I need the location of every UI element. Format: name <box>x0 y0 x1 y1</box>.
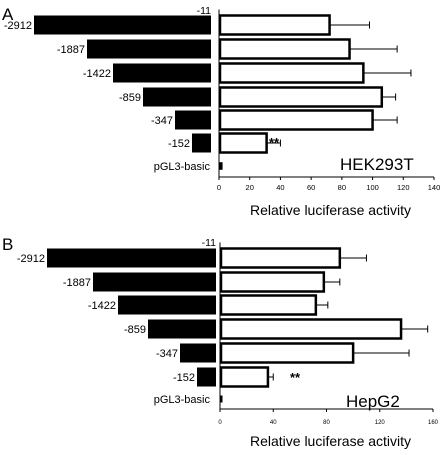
construct-block <box>192 133 211 153</box>
construct-label: -2912 <box>17 253 45 265</box>
x-tick-label: 100 <box>366 183 379 192</box>
data-bar <box>218 86 384 108</box>
x-axis-label: Relative luciferase activity <box>250 202 411 218</box>
x-tick-label: 80 <box>323 420 330 426</box>
construct-label: pGL3-basic <box>154 161 211 173</box>
data-bar <box>218 62 365 84</box>
construct-label: -1887 <box>63 277 91 289</box>
x-axis-label: Relative luciferase activity <box>250 433 411 449</box>
cell-line-label: HepG2 <box>346 392 400 411</box>
data-bar <box>218 109 374 131</box>
data-bar <box>219 342 355 364</box>
construct-block <box>118 295 216 315</box>
x-tick-label: 0 <box>218 420 222 426</box>
construct-block <box>180 343 216 363</box>
data-bar <box>219 271 326 293</box>
significance-marker: ** <box>290 370 301 385</box>
x-tick-label: 60 <box>307 183 315 192</box>
construct-label: -859 <box>119 92 141 104</box>
x-tick-label: 160 <box>428 420 439 426</box>
construct-label: -2912 <box>4 20 32 32</box>
construct-label: -152 <box>168 138 190 150</box>
construct-label: -1887 <box>57 44 85 56</box>
construct-block <box>175 110 211 130</box>
construct-block <box>47 248 216 268</box>
construct-block <box>143 87 211 107</box>
panel-letter: A <box>2 5 14 24</box>
significance-marker: ** <box>269 135 280 150</box>
x-tick-label: 40 <box>276 183 284 192</box>
x-tick-label: 120 <box>375 420 386 426</box>
construct-block <box>87 39 211 59</box>
construct-label: -347 <box>151 115 173 127</box>
data-bar <box>219 318 403 340</box>
data-bar <box>219 247 342 269</box>
data-bar <box>220 395 223 403</box>
data-bar <box>219 294 318 316</box>
construct-block <box>34 15 211 35</box>
panel-a: A -11 -2912 -1887 -1422 -859 -347 -152 pGL3-basi… <box>2 5 440 218</box>
origin-label: -11 <box>202 237 217 249</box>
construct-block <box>197 367 216 387</box>
panel-b: B -11 -2912 -1887 -1422 -859 -347 -152 pGL3-basi… <box>2 235 439 449</box>
data-bar <box>218 14 331 36</box>
data-bar <box>219 162 223 170</box>
data-bar <box>219 366 270 388</box>
cell-line-label: HEK293T <box>340 155 414 174</box>
construct-label: -347 <box>156 348 178 360</box>
construct-block <box>113 63 211 83</box>
x-tick-label: 40 <box>270 420 277 426</box>
construct-label: pGL3-basic <box>154 394 211 406</box>
construct-label: -1422 <box>83 68 111 80</box>
construct-label: -152 <box>173 372 195 384</box>
data-bar <box>218 132 268 154</box>
x-tick-label: 20 <box>246 183 254 192</box>
construct-label: -1422 <box>88 300 116 312</box>
x-tick-label: 120 <box>397 183 410 192</box>
construct-block <box>93 272 216 292</box>
origin-label: -11 <box>197 5 212 17</box>
x-tick-label: 140 <box>428 183 441 192</box>
x-tick-label: 0 <box>217 183 221 192</box>
x-tick-label: 80 <box>338 183 346 192</box>
construct-block <box>148 319 216 339</box>
data-bar <box>218 38 351 60</box>
construct-label: -859 <box>124 324 146 336</box>
panel-letter: B <box>2 235 13 254</box>
